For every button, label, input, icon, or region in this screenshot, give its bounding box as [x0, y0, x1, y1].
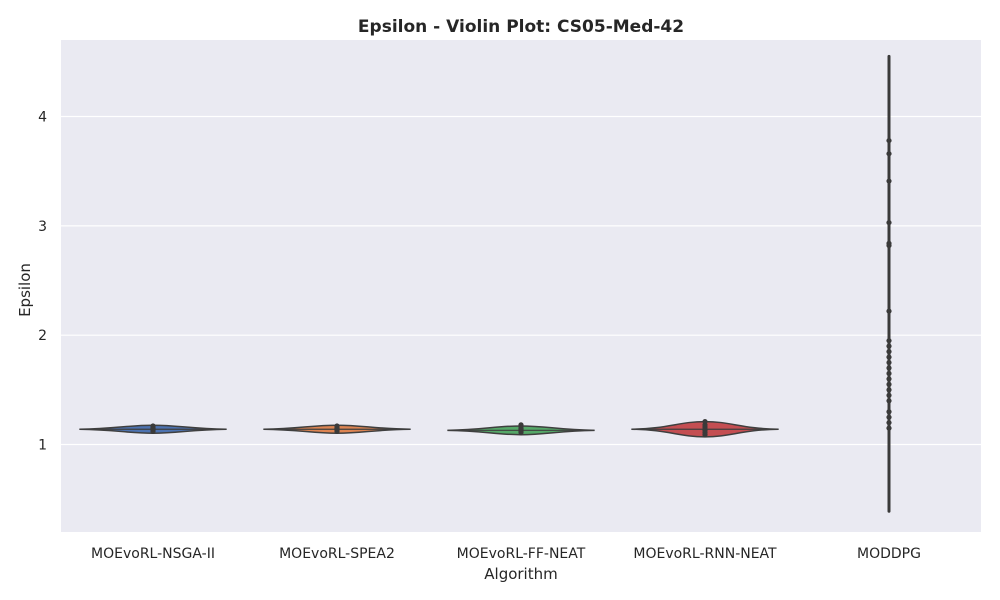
- x-tick-label: MOEvoRL-NSGA-II: [91, 546, 215, 562]
- data-point: [886, 240, 892, 246]
- y-tick-label: 1: [38, 438, 47, 454]
- y-tick-label: 2: [38, 328, 47, 344]
- data-point: [886, 409, 892, 415]
- data-point: [334, 423, 340, 429]
- x-tick-label: MOEvoRL-SPEA2: [279, 546, 395, 562]
- data-point: [886, 387, 892, 393]
- data-point: [886, 425, 892, 431]
- data-point: [150, 423, 156, 429]
- y-tick-label: 3: [38, 219, 47, 235]
- chart-title: Epsilon - Violin Plot: CS05-Med-42: [358, 17, 684, 37]
- data-point: [886, 376, 892, 382]
- data-point: [886, 349, 892, 355]
- data-point: [886, 365, 892, 371]
- plot-area: [61, 40, 981, 532]
- data-point: [886, 338, 892, 344]
- data-point: [886, 343, 892, 349]
- y-axis-label: Epsilon: [16, 263, 34, 317]
- data-point: [886, 137, 892, 144]
- data-point: [886, 178, 892, 184]
- x-tick-label: MOEvoRL-FF-NEAT: [457, 546, 586, 562]
- data-point: [886, 308, 892, 314]
- data-point: [886, 370, 892, 377]
- data-point: [702, 418, 708, 425]
- data-point: [886, 420, 892, 426]
- x-tick-label: MOEvoRL-RNN-NEAT: [633, 546, 777, 562]
- x-axis-label: Algorithm: [484, 565, 557, 583]
- data-point: [886, 354, 892, 360]
- data-point: [886, 381, 892, 387]
- data-point: [886, 392, 892, 398]
- data-point: [518, 422, 524, 428]
- data-point: [886, 219, 892, 226]
- x-tick-label: MODDPG: [857, 546, 921, 562]
- data-point: [886, 359, 892, 366]
- data-point: [886, 414, 892, 420]
- data-point: [886, 151, 892, 157]
- data-point: [886, 398, 892, 404]
- y-tick-label: 4: [38, 110, 47, 126]
